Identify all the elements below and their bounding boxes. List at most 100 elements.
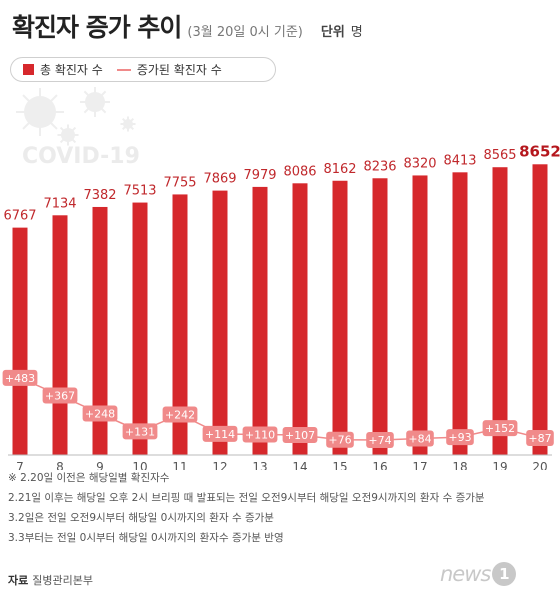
increase-point: +152 <box>482 420 518 437</box>
x-tick-label: 16 <box>372 460 387 470</box>
news1-logo: news 1 <box>440 562 517 586</box>
bar <box>492 167 508 455</box>
page-subtitle: (3월 20일 0시 기준) <box>187 25 303 40</box>
page-title: 확진자 증가 추이 <box>12 13 182 42</box>
increase-point: +367 <box>42 387 78 404</box>
increase-point: +74 <box>366 432 394 448</box>
increase-value-label: +93 <box>448 431 471 444</box>
virus-icon <box>120 116 136 132</box>
bar <box>12 227 28 455</box>
increase-value-label: +131 <box>125 425 155 438</box>
increase-label-bg <box>326 431 354 448</box>
bar <box>292 183 308 455</box>
x-tick-label: 13 <box>252 460 267 470</box>
bar <box>252 186 268 456</box>
increase-label-bg <box>82 405 118 422</box>
increase-point: +248 <box>82 405 118 422</box>
bar-value-label: 7382 <box>83 188 116 203</box>
x-tick-label: 12 <box>212 460 227 470</box>
legend-line-label: 증가된 확진자 수 <box>136 63 222 77</box>
bar-value-label: 8320 <box>403 156 436 171</box>
bar-value-label: 8652 <box>519 142 560 160</box>
bar <box>452 172 468 456</box>
virus-decoration <box>16 87 136 146</box>
increase-value-label: +248 <box>85 408 115 421</box>
bar-value-label: 7134 <box>43 196 76 211</box>
increase-label-bg <box>42 387 78 404</box>
virus-icon <box>57 124 79 146</box>
note-4: 3.3부터는 전일 0시부터 해당일 0시까지의 환자수 증가분 반영 <box>8 532 284 544</box>
virus-icon <box>80 87 110 117</box>
increase-value-label: +107 <box>285 429 315 442</box>
increase-point: +76 <box>326 431 354 448</box>
bar <box>132 202 148 455</box>
increase-label-bg <box>526 430 554 447</box>
bar-value-label: 8565 <box>483 148 516 163</box>
bar-value-label: 7755 <box>163 175 196 190</box>
bar <box>172 194 188 455</box>
note-2: 2.21일 이후는 해당일 오후 2시 브리핑 때 발표되는 전일 오전9시부터… <box>8 492 485 504</box>
x-tick-label: 10 <box>132 460 147 470</box>
increase-point: +110 <box>242 426 278 443</box>
unit-label: 단위 명 <box>321 21 363 40</box>
legend: 총 확진자 수 증가된 확진자 수 <box>10 57 276 82</box>
bar-value-label: 7513 <box>123 184 156 199</box>
x-tick-label: 20 <box>532 460 547 470</box>
covid-watermark: COVID-19 <box>22 144 140 169</box>
increase-point: +87 <box>526 430 554 447</box>
unit-label-key: 단위 <box>320 25 345 40</box>
increase-label-bg <box>366 432 394 448</box>
bar <box>372 178 388 456</box>
chart: COVID-19 +483 +367 +248 +131 +242 +114 +110 +10… <box>2 87 560 470</box>
notes: ※ 2.20일 이전은 해당일별 확진자수 2.21일 이후는 해당일 오후 2… <box>8 468 485 548</box>
x-tick-label: 15 <box>332 460 347 470</box>
increase-value-label: +242 <box>165 408 195 421</box>
increase-label-bg <box>282 426 318 443</box>
x-tick-label: 11 <box>172 460 187 470</box>
logo-text: news <box>440 562 491 586</box>
legend-bar-swatch <box>23 64 34 75</box>
source: 자료 질병관리본부 <box>8 572 93 588</box>
increase-value-label: +87 <box>528 432 551 445</box>
increase-label-bg <box>406 430 434 447</box>
logo-badge: 1 <box>492 562 517 586</box>
virus-icon <box>16 88 64 136</box>
bar <box>412 175 428 455</box>
bar <box>92 206 108 455</box>
increase-label-bg <box>482 420 518 437</box>
note-3: 3.2일은 전일 오전9시부터 해당일 0시까지의 환자 수 증가분 <box>8 512 274 524</box>
x-tick-label: 7 <box>16 460 24 470</box>
increase-label-bg <box>2 369 38 386</box>
increase-value-label: +110 <box>245 429 275 442</box>
header: 확진자 증가 추이 (3월 20일 0시 기준) 단위 명 <box>12 8 363 44</box>
increase-value-label: +483 <box>5 372 35 385</box>
bar-value-label: 8086 <box>283 164 316 179</box>
increase-value-label: +152 <box>485 422 515 435</box>
increase-value-label: +76 <box>328 434 351 447</box>
increase-label-bg <box>162 406 198 423</box>
increase-point: +242 <box>162 406 198 423</box>
increase-value-label: +74 <box>368 434 391 447</box>
increase-value-label: +367 <box>45 389 75 402</box>
bar-value-label: 8162 <box>323 162 356 177</box>
increase-label-bg <box>446 429 474 446</box>
unit-label-value: 명 <box>350 25 363 40</box>
x-tick-label: 19 <box>492 460 507 470</box>
source-label: 자료 <box>8 574 29 587</box>
increase-point: +93 <box>446 429 474 446</box>
bar-value-label: 7979 <box>243 168 276 183</box>
bar-value-label: 8413 <box>443 153 476 168</box>
source-value: 질병관리본부 <box>32 574 93 587</box>
x-tick-label: 14 <box>292 460 307 470</box>
increase-label-bg <box>202 425 238 442</box>
bar-value-label: 6767 <box>3 209 36 224</box>
legend-bar-label: 총 확진자 수 <box>40 63 103 77</box>
x-tick-label: 8 <box>56 460 64 470</box>
x-tick-label: 9 <box>96 460 104 470</box>
increase-point: +84 <box>406 430 434 447</box>
increase-point: +483 <box>2 369 38 386</box>
x-tick-label: 18 <box>452 460 467 470</box>
increase-label-bg <box>122 423 158 440</box>
increase-point: +107 <box>282 426 318 443</box>
bar <box>212 190 228 455</box>
